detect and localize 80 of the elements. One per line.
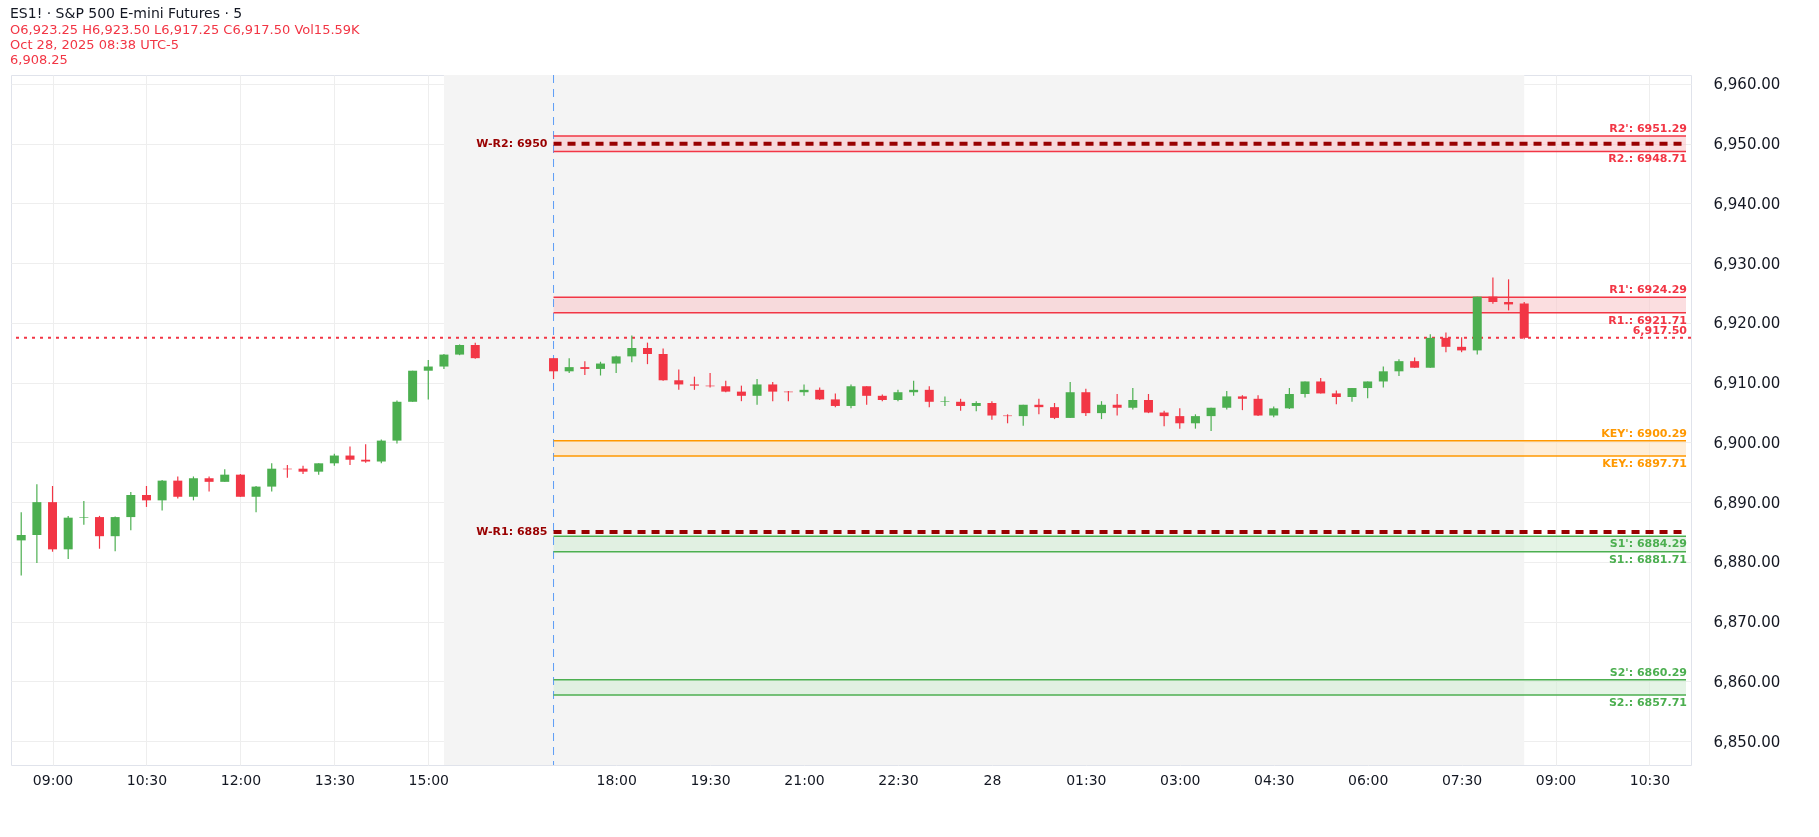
ref-line-label: S1': 6884.29 — [1609, 537, 1687, 551]
candlestick — [423, 359, 433, 400]
ref-line-label: W-R1: 6885 — [476, 525, 548, 539]
x-tick-label: 10:30 — [126, 771, 168, 788]
candlestick — [376, 438, 386, 464]
y-tick-label: 6,920.00 — [1713, 314, 1781, 333]
ref-line-label: R2.: 6948.71 — [1608, 152, 1687, 166]
candlestick — [1378, 365, 1388, 389]
candlestick — [79, 500, 89, 526]
text: O6,923.25 H6,923.50 L6,917.25 C6,917.50 Vol15.59K — [10, 21, 361, 37]
candlestick — [16, 511, 26, 577]
y-tick-label: 6,890.00 — [1713, 493, 1781, 512]
text: 6,908.25 — [10, 51, 68, 67]
x-tick-label: 15:00 — [408, 771, 449, 788]
candlestick — [345, 445, 355, 466]
candlestick — [173, 475, 183, 500]
candlestick — [627, 334, 637, 363]
ref-line-label: R2': 6951.29 — [1609, 121, 1687, 135]
ref-line-label: W-R2: 6950 — [476, 136, 548, 150]
y-tick-label: 6,950.00 — [1713, 135, 1781, 154]
x-tick-label: 07:30 — [1441, 771, 1483, 788]
y-tick-label: 6,860.00 — [1713, 672, 1781, 691]
text: Oct 28, 2025 08:38 UTC-5 — [10, 36, 179, 52]
ref-line-label: S1.: 6881.71 — [1608, 552, 1687, 566]
candlestick — [157, 479, 167, 512]
y-tick-label: 6,870.00 — [1713, 613, 1781, 632]
candlestick — [361, 443, 371, 464]
candlestick — [674, 368, 684, 391]
candlestick — [987, 400, 997, 421]
candlestick — [251, 485, 261, 513]
x-tick-label: 09:00 — [1535, 771, 1577, 788]
y-tick-label: 6,850.00 — [1713, 732, 1781, 751]
candlestick — [298, 465, 308, 475]
y-tick-label: 6,880.00 — [1713, 553, 1781, 572]
candlestick — [1222, 390, 1232, 411]
x-tick-label: 10:30 — [1629, 771, 1671, 788]
y-tick-label: 6,930.00 — [1713, 254, 1781, 273]
ref-line-label: KEY': 6900.29 — [1601, 426, 1687, 440]
x-tick-label: 12:00 — [220, 771, 262, 788]
y-tick-label: 6,900.00 — [1713, 433, 1781, 452]
ref-line-label: S2.: 6857.71 — [1608, 696, 1687, 710]
candlestick — [642, 342, 652, 365]
candlestick — [940, 395, 950, 407]
candlestick — [188, 475, 198, 501]
candlestick — [1128, 387, 1138, 411]
x-tick-label: 04:30 — [1254, 771, 1295, 788]
candlestick — [924, 385, 934, 408]
candlestick — [1081, 388, 1091, 417]
x-tick-label: 18:00 — [596, 771, 637, 788]
ref-line-label: S2': 6860.29 — [1609, 665, 1687, 679]
candlestick — [126, 491, 136, 531]
candlestick — [1112, 393, 1122, 417]
candlestick — [204, 475, 214, 492]
x-tick-label: 09:00 — [32, 771, 74, 788]
x-tick-label: 13:30 — [314, 771, 356, 788]
candlestick — [846, 383, 856, 409]
candlestick — [862, 385, 872, 406]
x-tick-label: 03:00 — [1160, 771, 1201, 788]
ref-line-label: R1': 6924.29 — [1609, 283, 1687, 297]
candlestick — [235, 473, 245, 498]
chart-title: ES1! · S&P 500 E-mini Futures · 5 — [10, 4, 243, 21]
y-tick-label: 6,910.00 — [1713, 374, 1781, 393]
ref-line-label: KEY.: 6897.71 — [1602, 457, 1687, 471]
candlestick — [110, 515, 120, 552]
x-tick-label: 01:30 — [1066, 771, 1107, 788]
candlestick — [267, 462, 277, 492]
y-tick-label: 6,940.00 — [1713, 194, 1781, 213]
y-tick-label: 6,960.00 — [1713, 75, 1781, 94]
candlestick — [141, 485, 151, 508]
candlestick — [752, 378, 762, 406]
candlestick — [549, 357, 559, 380]
candlestick — [95, 515, 104, 550]
candlestick — [768, 381, 778, 402]
x-tick-label: 28 — [983, 771, 1002, 788]
x-tick-label: 22:30 — [878, 771, 919, 788]
candlestick — [1175, 407, 1185, 430]
x-tick-label: 06:00 — [1347, 771, 1389, 788]
candlestick — [1284, 387, 1294, 410]
x-tick-label: 19:30 — [690, 771, 731, 788]
x-tick-label: 21:00 — [784, 771, 825, 788]
